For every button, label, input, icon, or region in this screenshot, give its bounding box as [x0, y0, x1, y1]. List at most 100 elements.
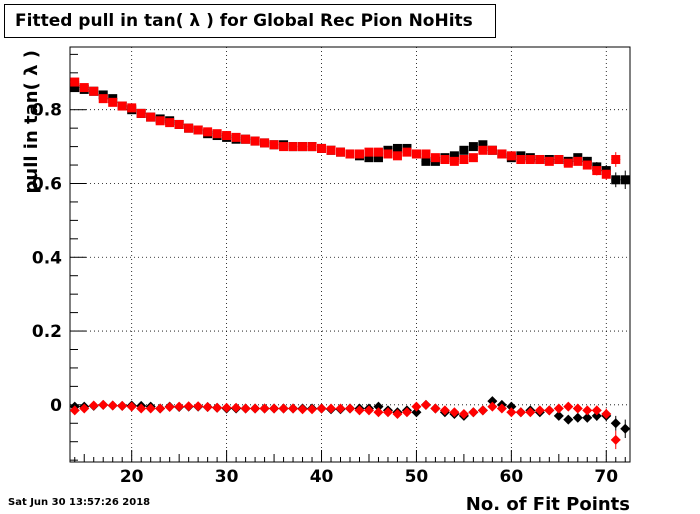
data-point-square [440, 155, 450, 165]
data-point-diamond [553, 403, 564, 414]
data-point-diamond [88, 400, 99, 411]
data-point-diamond [221, 402, 232, 413]
data-point-diamond [98, 399, 109, 410]
data-point-square [563, 158, 573, 168]
data-point-square [155, 116, 165, 126]
data-point-square [421, 156, 431, 166]
data-point-square [449, 156, 459, 166]
data-point-square [373, 153, 383, 163]
data-point-square [165, 118, 175, 128]
data-point-diamond [392, 409, 403, 420]
data-point-square [326, 145, 336, 155]
data-point-diamond [591, 405, 602, 416]
data-point-diamond [107, 400, 118, 411]
data-point-diamond [572, 412, 583, 423]
data-point-square [478, 140, 488, 150]
data-point-diamond [411, 401, 422, 412]
data-point-diamond [316, 403, 327, 414]
data-point-diamond [591, 410, 602, 421]
data-point-square [70, 83, 80, 93]
data-point-diamond [269, 403, 280, 414]
data-point-diamond [563, 401, 574, 412]
data-point-diamond [610, 418, 621, 429]
data-point-square [317, 143, 327, 153]
data-point-square [212, 129, 222, 139]
data-point-diamond [582, 412, 593, 423]
data-point-diamond [278, 403, 289, 414]
data-point-diamond [288, 403, 299, 414]
data-point-diamond [164, 402, 175, 413]
data-point-diamond [259, 403, 270, 414]
data-point-diamond [477, 405, 488, 416]
data-point-diamond [620, 423, 631, 434]
data-point-square [146, 112, 156, 122]
data-markers [69, 77, 631, 445]
y-tick-label: 0.8 [32, 101, 62, 121]
data-point-square [373, 147, 383, 157]
data-point-square [288, 142, 298, 152]
data-point-diamond [326, 403, 337, 414]
data-point-square [506, 151, 516, 161]
data-point-diamond [79, 403, 90, 414]
data-point-square [497, 149, 507, 159]
data-point-square [70, 77, 80, 87]
data-point-square [459, 155, 469, 165]
data-point-square [108, 97, 118, 107]
x-tick-label: 30 [215, 467, 239, 487]
data-point-diamond [487, 401, 498, 412]
data-point-square [611, 175, 621, 185]
data-point-square [402, 147, 412, 157]
x-tick-label: 40 [310, 467, 334, 487]
data-point-diamond [373, 401, 384, 412]
data-point-square [136, 108, 146, 118]
data-point-diamond [487, 396, 498, 407]
data-point-diamond [496, 403, 507, 414]
data-point-diamond [458, 409, 469, 420]
data-point-diamond [430, 403, 441, 414]
data-point-diamond [345, 403, 355, 414]
data-point-square [601, 169, 611, 179]
timestamp: Sat Jun 30 13:57:26 2018 [8, 497, 151, 508]
data-point-square [535, 155, 545, 165]
data-point-square [345, 149, 355, 159]
data-point-square [459, 145, 469, 155]
plot-frame [69, 46, 631, 463]
data-point-diamond [420, 399, 431, 410]
data-point-diamond [601, 409, 612, 420]
data-point-diamond [572, 403, 583, 414]
chart-title-box: Fitted pull in tan( λ ) for Global Rec P… [4, 4, 496, 38]
y-tick-label: 0.4 [32, 248, 62, 268]
data-point-square [468, 153, 478, 163]
data-point-square [582, 160, 592, 170]
data-point-square [421, 149, 431, 159]
x-tick-label: 20 [120, 467, 144, 487]
data-point-square [174, 119, 184, 129]
data-point-diamond [439, 405, 450, 416]
data-point-square [544, 156, 554, 166]
grid-lines [70, 47, 630, 462]
chart-title: Fitted pull in tan( λ ) for Global Rec P… [15, 11, 473, 31]
data-point-diamond [202, 402, 213, 413]
data-point-diamond [534, 405, 545, 416]
data-point-diamond [506, 401, 517, 412]
data-point-diamond [193, 401, 204, 412]
data-point-square [222, 131, 232, 141]
data-point-diamond [525, 407, 536, 418]
data-point-diamond [373, 407, 384, 418]
data-point-diamond [544, 405, 555, 416]
data-point-square [193, 125, 203, 135]
y-tick-label: 0.6 [32, 174, 62, 194]
data-point-diamond [610, 434, 621, 445]
data-point-diamond [126, 401, 137, 412]
data-point-square [250, 136, 260, 146]
data-point-square [525, 155, 535, 165]
data-point-square [411, 149, 421, 159]
data-point-square [231, 132, 241, 142]
data-point-square [487, 145, 497, 155]
data-point-square [392, 143, 402, 153]
data-point-square [620, 175, 630, 185]
data-point-diamond [136, 403, 147, 414]
data-point-square [127, 103, 137, 113]
data-point-diamond [411, 407, 422, 418]
data-point-square [241, 134, 251, 144]
